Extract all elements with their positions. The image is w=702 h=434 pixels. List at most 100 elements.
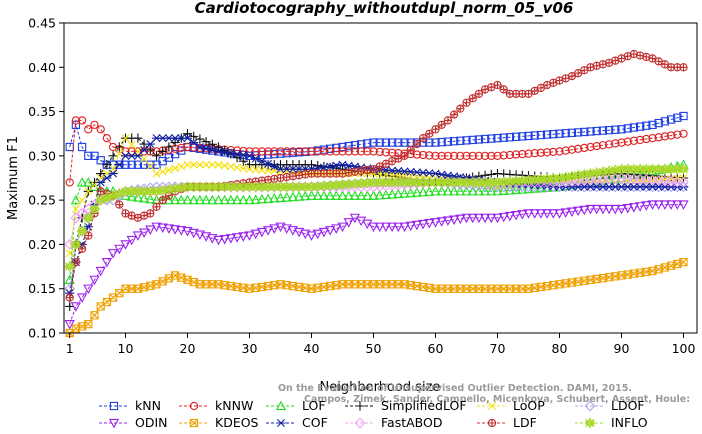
point-cof <box>207 145 217 154</box>
point-lof <box>498 185 509 195</box>
point-lof <box>207 194 218 205</box>
point-knn <box>133 160 143 169</box>
point-knnw <box>660 132 670 141</box>
point-odin <box>455 214 466 225</box>
point-knnw <box>648 133 657 143</box>
point-lof <box>132 192 144 202</box>
point-knn <box>127 160 136 169</box>
point-odin <box>374 222 385 233</box>
point-knn <box>530 131 539 140</box>
point-lof <box>287 191 299 202</box>
point-odin <box>83 284 94 295</box>
point-knnw <box>524 149 533 158</box>
point-odin <box>188 228 199 239</box>
point-knnw <box>350 147 360 156</box>
point-knnw <box>412 150 422 159</box>
x-axis: 1 10 20 30 40 50 60 70 80 90 100 <box>66 333 696 356</box>
point-simplifiedlof <box>151 151 162 161</box>
point-lof <box>368 190 379 200</box>
point-knnw <box>555 147 564 156</box>
point-lof <box>473 185 485 196</box>
point-lof <box>76 177 88 187</box>
point-ldf <box>468 94 477 103</box>
point-odin <box>238 232 249 242</box>
point-knnw <box>363 147 372 156</box>
point-loop <box>140 154 149 163</box>
point-odin <box>678 200 689 210</box>
point-knn <box>456 136 465 145</box>
point-odin <box>306 231 317 241</box>
point-ldof <box>138 183 150 195</box>
point-knnw <box>580 143 589 153</box>
point-knn <box>387 138 397 147</box>
point-knnw <box>505 150 515 160</box>
point-ldf <box>400 151 409 161</box>
point-odin <box>653 200 664 210</box>
legend-item-inflo: INFLO <box>575 415 648 430</box>
point-odin <box>207 234 218 244</box>
point-ldf <box>127 211 136 220</box>
point-lof <box>430 185 441 196</box>
legend-marker-inflo <box>585 417 595 429</box>
point-inflo <box>77 225 87 238</box>
point-simplifiedlof <box>114 142 124 152</box>
point-loop <box>208 160 217 169</box>
point-simplifiedlof <box>238 156 248 166</box>
point-odin <box>535 209 547 219</box>
point-loop <box>121 134 130 143</box>
point-knn <box>679 111 688 121</box>
point-odin <box>76 293 88 303</box>
legend-marker-ldf <box>487 418 497 428</box>
point-knnw <box>375 147 384 157</box>
point-knnw <box>449 151 459 161</box>
legend-label: KDEOS <box>215 415 259 430</box>
point-knn <box>146 160 155 169</box>
point-lof <box>411 187 423 197</box>
point-knnw <box>270 147 279 156</box>
point-odin <box>312 229 323 240</box>
point-odin <box>424 219 435 229</box>
point-odin <box>430 218 441 228</box>
point-odin <box>120 240 131 250</box>
legend-item-odin: ODIN <box>99 415 168 430</box>
series-line-cof <box>69 137 684 294</box>
point-ldf <box>549 78 558 87</box>
point-odin <box>114 244 125 255</box>
legend-marker-simplifiedlof <box>355 401 365 411</box>
x-tick-label: 100 <box>672 341 696 356</box>
point-odin <box>405 221 416 232</box>
point-odin <box>622 203 633 214</box>
point-knnw <box>586 142 595 152</box>
point-lof <box>479 185 491 196</box>
point-knnw <box>549 147 558 157</box>
legend-label: kNN <box>135 398 161 413</box>
point-knn <box>400 138 409 147</box>
point-knn <box>611 125 620 134</box>
point-knnw <box>251 147 260 156</box>
point-odin <box>411 220 423 231</box>
point-fastabod <box>76 208 88 219</box>
point-lof <box>492 185 503 196</box>
point-knn <box>338 142 347 152</box>
point-knnw <box>468 151 477 161</box>
series-kdeos <box>65 257 688 338</box>
point-knn <box>375 138 384 147</box>
y-tick-label: 0.35 <box>28 104 56 119</box>
point-odin <box>517 210 528 220</box>
point-knnw <box>536 148 546 157</box>
point-odin <box>219 234 230 245</box>
legend-marker-knnw <box>189 401 199 411</box>
y-tick-label: 0.30 <box>28 148 56 163</box>
point-knn <box>394 138 403 147</box>
x-tick-label: 20 <box>180 341 196 356</box>
point-knnw <box>431 151 440 161</box>
point-loop <box>71 205 80 213</box>
point-knnw <box>325 147 335 156</box>
x-tick-label: 30 <box>242 341 258 356</box>
point-odin <box>368 222 379 233</box>
point-odin <box>541 209 553 219</box>
point-knn <box>592 126 601 136</box>
point-odin <box>157 223 168 233</box>
point-odin <box>231 233 243 243</box>
point-odin <box>486 213 497 224</box>
